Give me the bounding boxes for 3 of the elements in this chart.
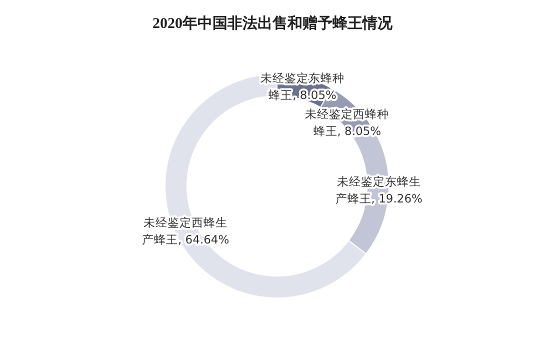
slice-label: 未经鉴定东蜂生产蜂王, 19.26% bbox=[335, 174, 423, 206]
slice-label: 未经鉴定西蜂生产蜂王, 64.64% bbox=[142, 215, 230, 246]
chart-title: 2020年中国非法出售和赠予蜂王情况 bbox=[152, 14, 394, 33]
